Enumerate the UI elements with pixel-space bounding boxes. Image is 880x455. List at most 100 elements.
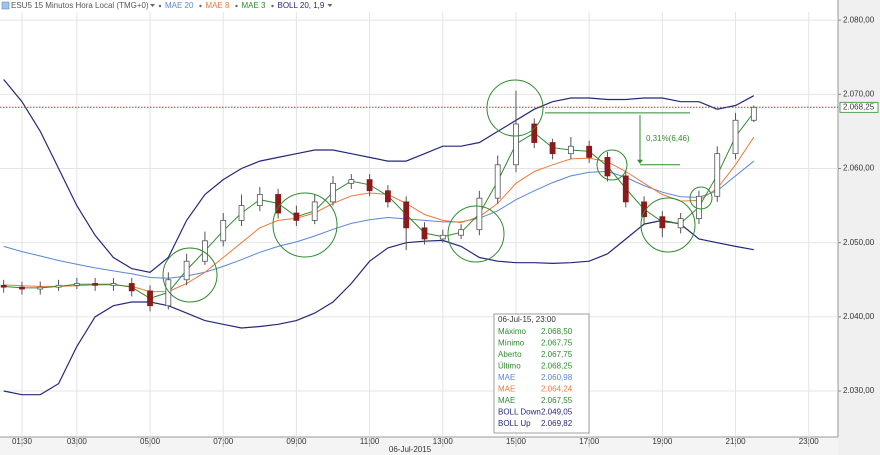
info-label: Mínimo [498, 339, 525, 348]
candle-body [256, 194, 263, 206]
legend-dot [235, 4, 238, 8]
candle-body [513, 123, 519, 166]
info-title: 06-Jul-15, 23:00 [498, 315, 556, 324]
ma-line [3, 136, 755, 293]
circle [640, 197, 696, 253]
candle-body [165, 279, 172, 307]
candle-body [531, 123, 538, 143]
measure-label: 0,31%(6,46) [646, 134, 690, 143]
info-label: Último [498, 362, 521, 371]
info-label: MAE [498, 385, 515, 394]
boll-lower [3, 219, 754, 396]
x-tick-label: 03:00 [67, 437, 88, 446]
info-label: Aberto [498, 350, 522, 359]
dropdown[interactable] [327, 4, 333, 7]
x-axis-label: 06-Jul-2015 [389, 445, 432, 454]
info-value: 2.067,55 [541, 396, 573, 405]
legend-dot [199, 4, 202, 8]
candle-body [55, 284, 62, 288]
candle-body [366, 179, 373, 192]
legend-dot [158, 4, 162, 8]
candle-body [494, 164, 501, 199]
ma-line [3, 160, 755, 279]
candle-body [714, 153, 721, 197]
legend-title: ESU5 15 Minutos Hora Local (TMG+0) [11, 1, 149, 10]
y-tick-label: 2.060,00 [843, 164, 875, 173]
info-label: MAE [498, 396, 515, 405]
arrow-head [637, 159, 643, 164]
x-tick-label: 21:00 [726, 437, 747, 446]
candle-body [330, 182, 336, 203]
y-tick-label: 2.080,00 [843, 15, 875, 24]
circle [272, 192, 338, 258]
info-label: Máximo [498, 327, 527, 336]
info-label: BOLL Down [498, 408, 541, 417]
y-tick-label: 2.030,00 [843, 386, 875, 395]
candle-body [0, 284, 7, 288]
candle-body [439, 234, 446, 240]
candle-body [458, 229, 464, 236]
info-value: 2.049,05 [541, 408, 573, 417]
info-box: 06-Jul-15, 23:00 Máximo 2.068,50 Mínimo 2.0… [493, 313, 590, 434]
annotation-circles [162, 79, 713, 303]
candle-body [311, 201, 318, 221]
x-tick-label: 15:00 [506, 437, 527, 446]
candle-body [147, 290, 153, 307]
price-axis-panel [838, 0, 880, 455]
info-label: BOLL Up [498, 419, 531, 428]
candle-body [128, 283, 135, 292]
candle-body [622, 175, 629, 203]
x-tick-label: 11:00 [360, 437, 380, 446]
circle [162, 247, 218, 303]
circle [689, 186, 713, 210]
plot: 0,31%(6,46) [0, 79, 838, 396]
candle-body [677, 218, 684, 229]
candle-body [37, 286, 44, 290]
legend-entry: MAE 3 [241, 1, 266, 10]
candle-body [567, 145, 574, 155]
legend-bg [0, 0, 330, 11]
ma-line [3, 112, 755, 299]
candle-body [421, 227, 428, 240]
candle-body [92, 283, 99, 286]
last-price-label: 2.068,25 [843, 102, 875, 111]
legend: ESU5 15 Minutos Hora Local (TMG+0) MAE 2… [0, 0, 333, 11]
candle-body [476, 197, 483, 231]
candle-body [183, 260, 190, 281]
circle [486, 79, 544, 137]
candle-body [110, 283, 117, 286]
candle-body [549, 142, 556, 155]
x-tick-label: 05:00 [140, 437, 161, 446]
info-label: MAE [498, 373, 515, 382]
candle-body [403, 201, 410, 229]
candle-body [732, 119, 739, 155]
x-tick-label: 09:00 [286, 437, 307, 446]
last-price-tag [839, 101, 879, 113]
boll-upper [3, 79, 755, 273]
legend-dot [271, 4, 274, 8]
legend-entry: MAE 20 [165, 1, 194, 10]
y-tick-label: 2.050,00 [843, 238, 875, 247]
candle-body [659, 216, 666, 229]
candle-body [238, 205, 245, 221]
info-value: 2.068,50 [541, 327, 573, 336]
x-tick-label: 17:00 [579, 437, 600, 446]
icon [1, 1, 10, 10]
axes: 2.030,00 2.040,00 2.050,00 2.060,00 2.070,00… [12, 15, 879, 454]
candle-body [604, 156, 611, 177]
legend-entry: MAE 8 [205, 1, 230, 10]
x-tick-label: 23:00 [799, 437, 820, 446]
candle-body [586, 145, 593, 158]
x-tick-label: 07:00 [213, 437, 234, 446]
info-value: 2.064,24 [541, 385, 573, 394]
circle [596, 149, 628, 181]
info-value: 2.068,25 [541, 362, 573, 371]
candle-body [696, 195, 702, 219]
info-value: 2.060,98 [541, 373, 573, 382]
dropdown[interactable] [150, 4, 155, 7]
grid [0, 12, 838, 437]
candle-body [384, 190, 391, 203]
candle-body [750, 106, 757, 121]
